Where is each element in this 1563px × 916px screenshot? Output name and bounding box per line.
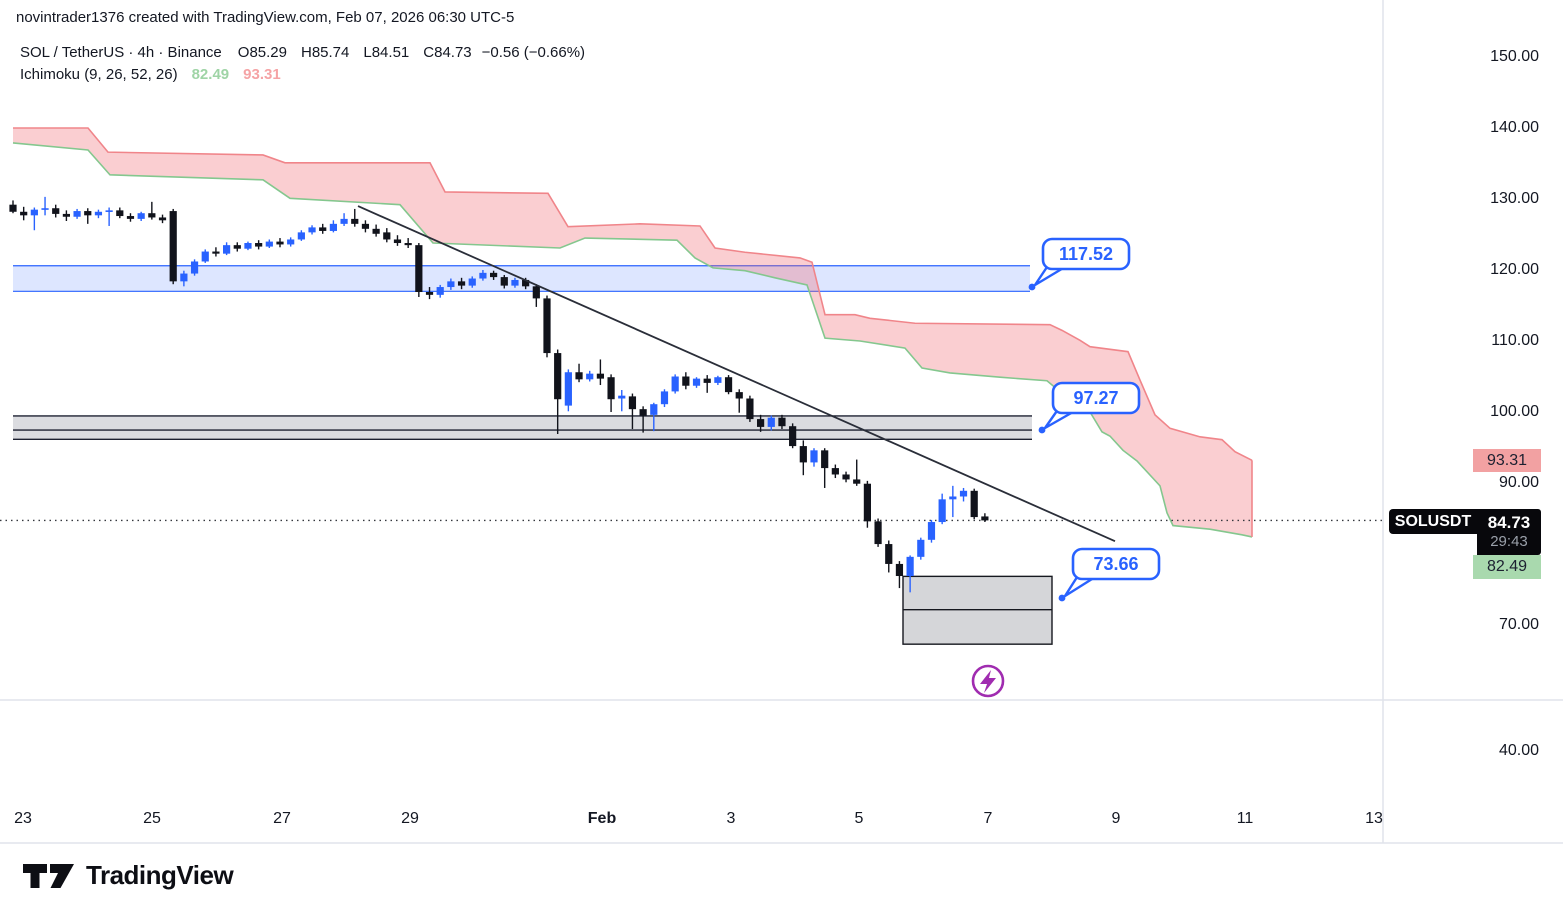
price-tick-label: 150.00	[1490, 48, 1539, 65]
price-tick-label: 70.00	[1498, 616, 1539, 633]
tradingview-logo[interactable]: TradingView	[22, 860, 234, 891]
chart-legend: SOL / TetherUS · 4h · Binance O85.29 H85…	[20, 44, 585, 88]
lightning-icon[interactable]	[971, 664, 1005, 698]
descending-trendline[interactable]	[357, 205, 1116, 543]
mid-gray-zone[interactable]	[13, 415, 1032, 441]
indicator-row[interactable]: Ichimoku (9, 26, 52, 26) 82.49 93.31	[20, 66, 585, 83]
tradingview-logo-icon	[23, 863, 74, 888]
price-callout[interactable]: 97.27	[1038, 381, 1141, 434]
time-tick-label: 25	[143, 810, 161, 827]
time-tick-label: 5	[854, 810, 864, 827]
svg-text:73.66: 73.66	[1093, 554, 1138, 574]
price-tick-label: 90.00	[1498, 474, 1539, 491]
time-tick-label: 23	[14, 810, 32, 827]
time-tick-label: 13	[1365, 810, 1383, 827]
price-tick-label-pane2: 40.00	[1498, 742, 1539, 759]
last-price-tag: 84.73 29:43	[1477, 509, 1541, 555]
time-tick-label: 29	[401, 810, 419, 827]
price-tick-label: 120.00	[1490, 261, 1539, 278]
price-callout[interactable]: 117.52	[1028, 237, 1131, 291]
time-tick-label: 7	[983, 810, 993, 827]
symbol-row[interactable]: SOL / TetherUS · 4h · Binance O85.29 H85…	[20, 44, 585, 61]
ohlc-high: H85.74	[301, 44, 350, 61]
ohlc-open: O85.29	[237, 44, 287, 61]
indicator-base-value: 93.31	[243, 66, 281, 83]
time-tick-label: 11	[1236, 810, 1254, 827]
svg-text:97.27: 97.27	[1073, 388, 1118, 408]
ohlc-close: C84.73	[423, 44, 472, 61]
base-line-price-tag: 93.31	[1473, 449, 1541, 472]
time-tick-label: 3	[726, 810, 736, 827]
change-value: −0.56 (−0.66%)	[481, 44, 586, 61]
svg-text:117.52: 117.52	[1059, 244, 1113, 264]
candles	[9, 196, 989, 593]
conversion-line-price-tag: 82.49	[1473, 555, 1541, 579]
time-tick-label: 27	[273, 810, 291, 827]
tradingview-logo-text: TradingView	[86, 860, 234, 890]
ohlc-low: L84.51	[363, 44, 410, 61]
symbol-price-flag: SOLUSDT	[1389, 509, 1477, 534]
price-tick-label: 110.00	[1491, 332, 1539, 349]
time-tick-label: Feb	[587, 810, 617, 827]
ichimoku-cloud[interactable]	[12, 127, 1253, 538]
attribution-text: novintrader1376 created with TradingView…	[16, 9, 515, 26]
price-tick-label: 100.00	[1490, 403, 1539, 420]
bar-countdown: 29:43	[1490, 533, 1528, 551]
price-tick-label: 140.00	[1490, 119, 1539, 136]
price-callout[interactable]: 73.66	[1058, 547, 1161, 602]
price-tick-label: 130.00	[1490, 190, 1539, 207]
time-tick-label: 9	[1111, 810, 1121, 827]
symbol-title[interactable]: SOL / TetherUS · 4h · Binance	[20, 44, 222, 61]
indicator-title[interactable]: Ichimoku (9, 26, 52, 26)	[20, 66, 178, 83]
last-price-value: 84.73	[1487, 513, 1531, 532]
indicator-conversion-value: 82.49	[191, 66, 230, 83]
demand-box[interactable]	[902, 575, 1053, 645]
